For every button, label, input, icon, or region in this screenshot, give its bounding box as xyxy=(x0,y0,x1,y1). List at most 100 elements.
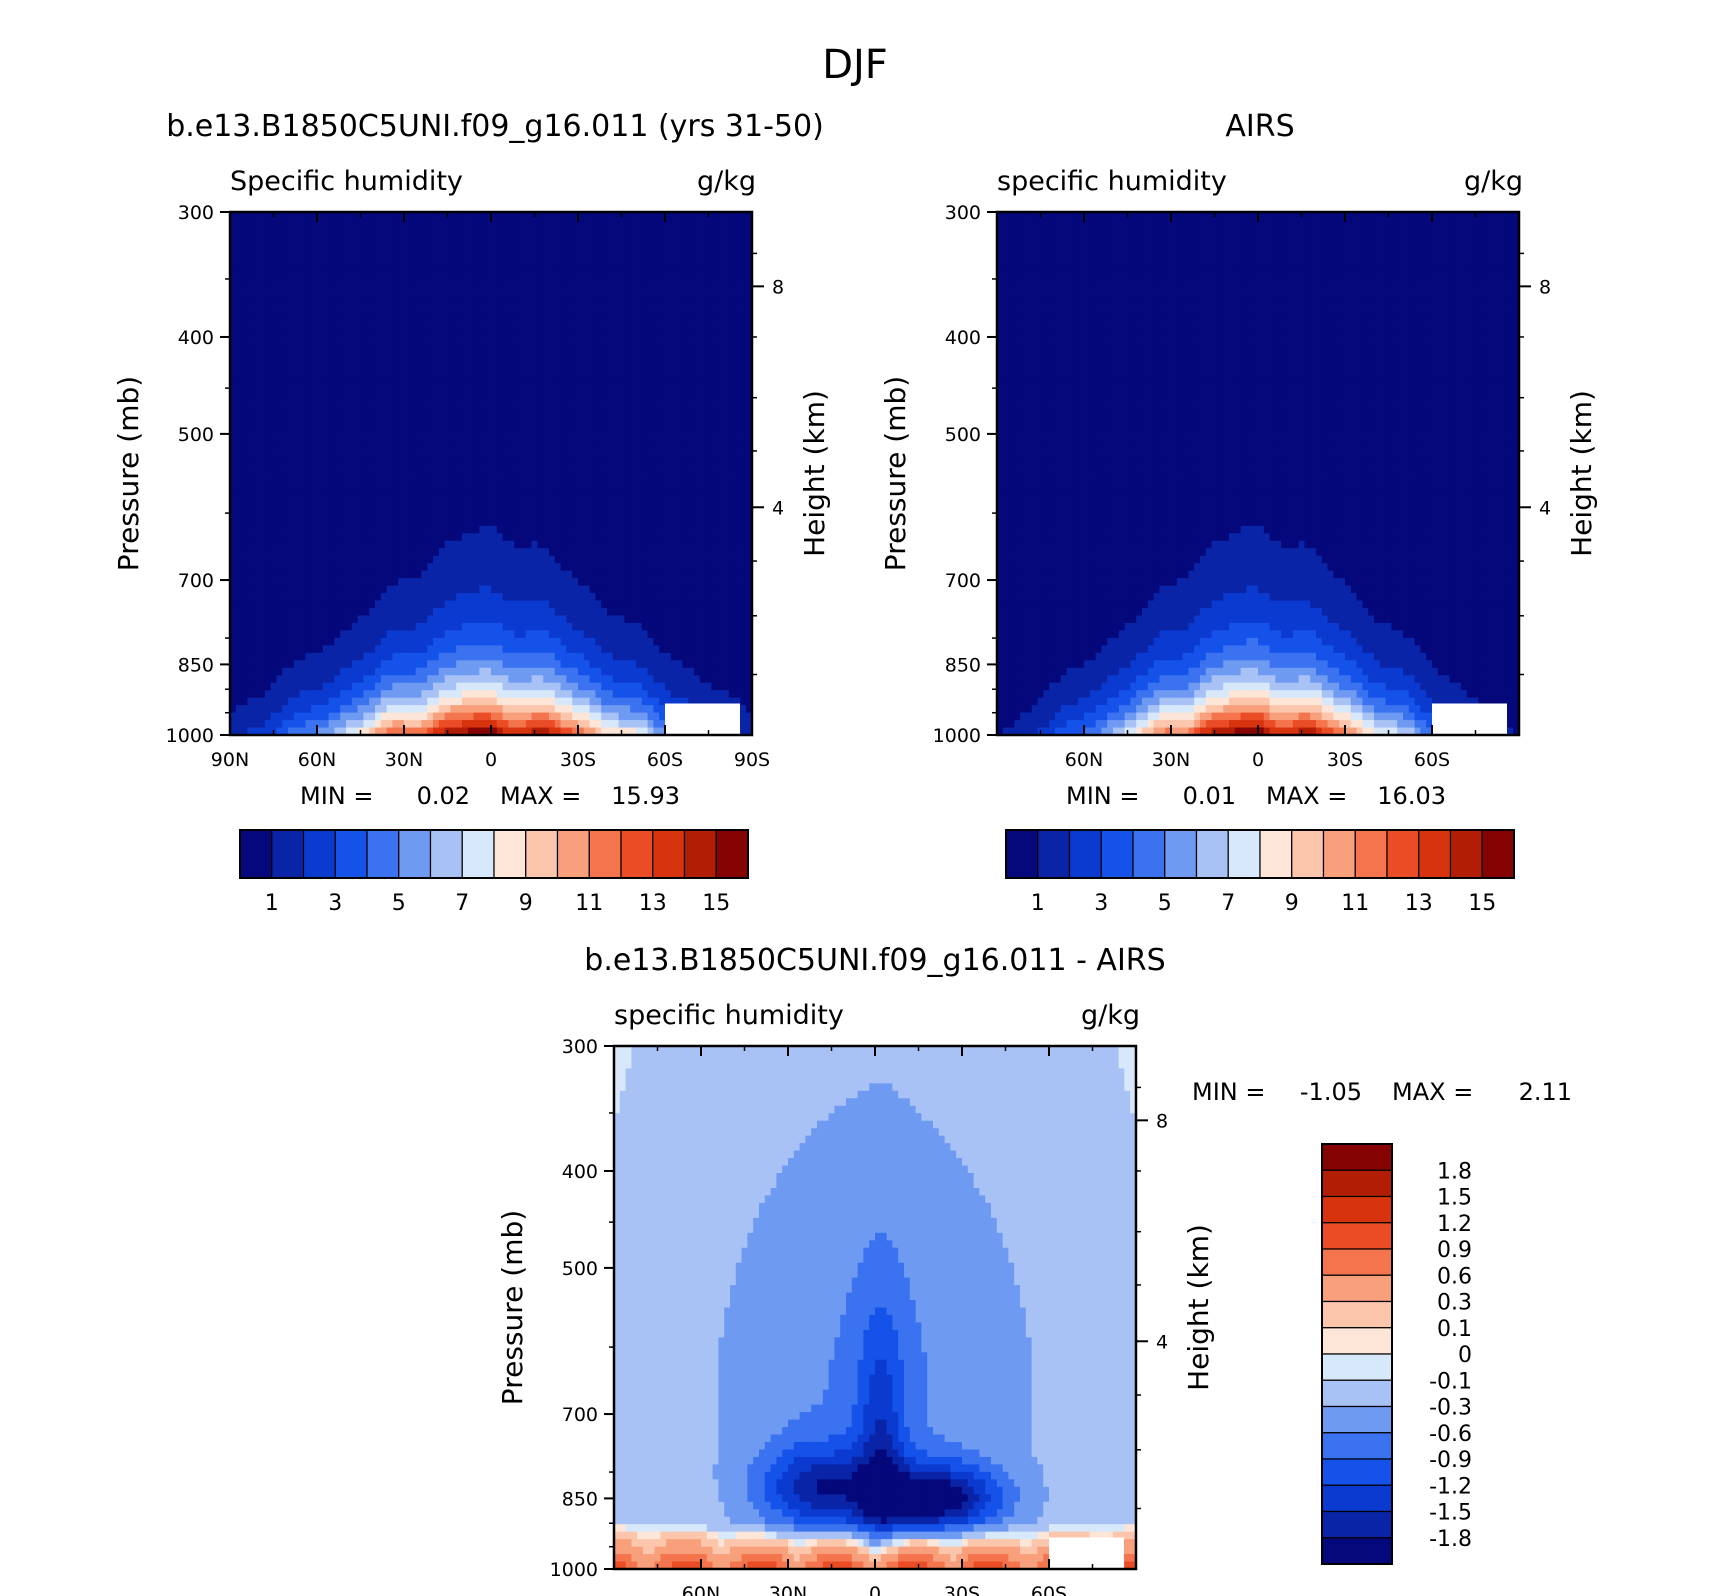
field-cell xyxy=(473,720,480,729)
field-cell xyxy=(491,219,498,228)
field-cell xyxy=(496,503,504,512)
field-cell xyxy=(380,712,388,721)
field-cell xyxy=(508,421,515,430)
field-cell xyxy=(514,510,521,519)
field-cell xyxy=(357,660,364,669)
field-cell xyxy=(589,510,596,519)
field-cell xyxy=(334,376,341,385)
field-cell xyxy=(392,667,399,676)
field-cell xyxy=(543,339,550,348)
field-cell xyxy=(537,309,544,318)
field-cell xyxy=(456,540,463,549)
field-cell xyxy=(253,406,260,415)
field-cell xyxy=(560,667,567,676)
field-cell xyxy=(230,316,237,325)
field-cell xyxy=(404,690,411,699)
field-cell xyxy=(340,279,347,288)
field-cell xyxy=(369,301,376,310)
field-cell xyxy=(299,376,306,385)
field-cell xyxy=(282,406,289,415)
field-cell xyxy=(288,398,295,407)
field-cell xyxy=(549,383,556,392)
field-cell xyxy=(456,473,463,482)
field-cell xyxy=(514,301,521,310)
field-cell xyxy=(502,406,509,415)
field-cell xyxy=(456,548,463,557)
field-cell xyxy=(520,436,527,445)
field-cell xyxy=(398,413,405,422)
field-cell xyxy=(409,316,417,325)
field-cell xyxy=(363,473,370,482)
field-cell xyxy=(589,331,596,340)
field-cell xyxy=(351,607,359,617)
field-cell xyxy=(630,368,637,377)
field-cell xyxy=(247,540,254,549)
field-cell xyxy=(241,645,248,654)
field-cell xyxy=(404,301,411,310)
field-cell xyxy=(346,339,353,348)
field-cell xyxy=(404,570,411,579)
field-cell xyxy=(375,226,382,236)
field-cell xyxy=(363,368,370,377)
field-cell xyxy=(566,645,573,654)
field-cell xyxy=(491,383,498,392)
field-cell xyxy=(253,264,260,273)
field-cell xyxy=(392,436,399,445)
field-cell xyxy=(299,421,306,430)
field-cell xyxy=(549,421,556,430)
field-cell xyxy=(288,652,295,661)
field-cell xyxy=(467,241,475,250)
field-cell xyxy=(235,406,243,415)
field-cell xyxy=(491,473,498,482)
field-cell xyxy=(601,234,608,243)
field-cell xyxy=(473,667,480,676)
field-cell xyxy=(264,256,272,265)
field-cell xyxy=(409,346,417,355)
field-cell xyxy=(369,271,376,280)
field-cell xyxy=(525,652,533,661)
field-cell xyxy=(346,286,353,295)
field-cell xyxy=(421,682,428,691)
field-cell xyxy=(607,249,614,258)
field-cell xyxy=(317,309,324,318)
field-cell xyxy=(427,331,434,340)
field-cell xyxy=(566,727,573,736)
field-cell xyxy=(462,428,469,437)
field-cell xyxy=(450,690,457,699)
field-cell xyxy=(415,652,422,661)
field-cell xyxy=(549,705,556,714)
field-cell xyxy=(235,510,243,519)
field-cell xyxy=(421,697,428,706)
field-cell xyxy=(444,331,451,340)
field-cell xyxy=(288,518,295,527)
field-cell xyxy=(630,675,637,684)
field-cell xyxy=(450,645,457,654)
field-cell xyxy=(618,406,625,415)
field-cell xyxy=(235,727,243,736)
field-cell xyxy=(583,383,591,392)
field-cell xyxy=(351,667,359,676)
field-cell xyxy=(311,413,318,422)
field-cell xyxy=(479,286,486,295)
field-cell xyxy=(230,533,237,542)
field-cell xyxy=(427,712,434,721)
field-cell xyxy=(462,697,469,706)
field-cell xyxy=(630,428,637,437)
field-cell xyxy=(525,301,533,310)
field-cell xyxy=(583,249,591,258)
field-cell xyxy=(375,271,382,280)
field-cell xyxy=(549,488,556,497)
field-cell xyxy=(595,436,602,445)
field-cell xyxy=(363,637,370,646)
field-cell xyxy=(380,436,388,445)
field-cell xyxy=(235,361,243,370)
field-cell xyxy=(589,413,596,422)
field-cell xyxy=(612,555,620,564)
field-cell xyxy=(421,615,428,624)
field-cell xyxy=(520,712,527,721)
field-cell xyxy=(566,473,573,482)
field-cell xyxy=(601,309,608,318)
field-cell xyxy=(253,279,260,288)
field-cell xyxy=(624,660,631,669)
field-cell xyxy=(380,286,388,295)
